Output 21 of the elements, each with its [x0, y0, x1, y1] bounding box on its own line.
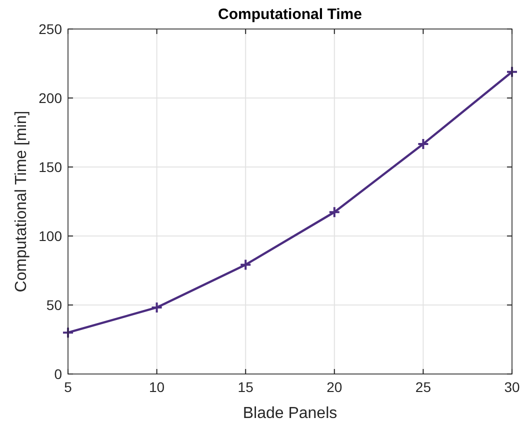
chart-title: Computational Time: [218, 6, 362, 23]
x-tick-label: 10: [149, 379, 165, 395]
point: [506, 66, 518, 78]
x-tick-label: 20: [326, 379, 342, 395]
point: [62, 326, 74, 339]
y-tick-label: 50: [46, 297, 62, 313]
point: [240, 258, 252, 271]
x-tick-label: 15: [238, 379, 254, 395]
y-tick-label: 150: [38, 159, 62, 175]
point: [328, 206, 340, 218]
y-axis-title: Computational Time [min]: [13, 110, 30, 292]
y-tick-label: 100: [38, 228, 62, 244]
point: [150, 301, 163, 314]
x-tick-label: 30: [504, 379, 520, 395]
x-axis-title: Blade Panels: [242, 405, 338, 422]
point: [417, 138, 430, 150]
x-tick-label: 25: [415, 379, 432, 395]
y-tick-label: 250: [38, 21, 62, 37]
y-tick-label: 200: [38, 90, 62, 106]
x-tick-label: 5: [64, 379, 72, 395]
y-tick-label: 0: [54, 366, 62, 382]
